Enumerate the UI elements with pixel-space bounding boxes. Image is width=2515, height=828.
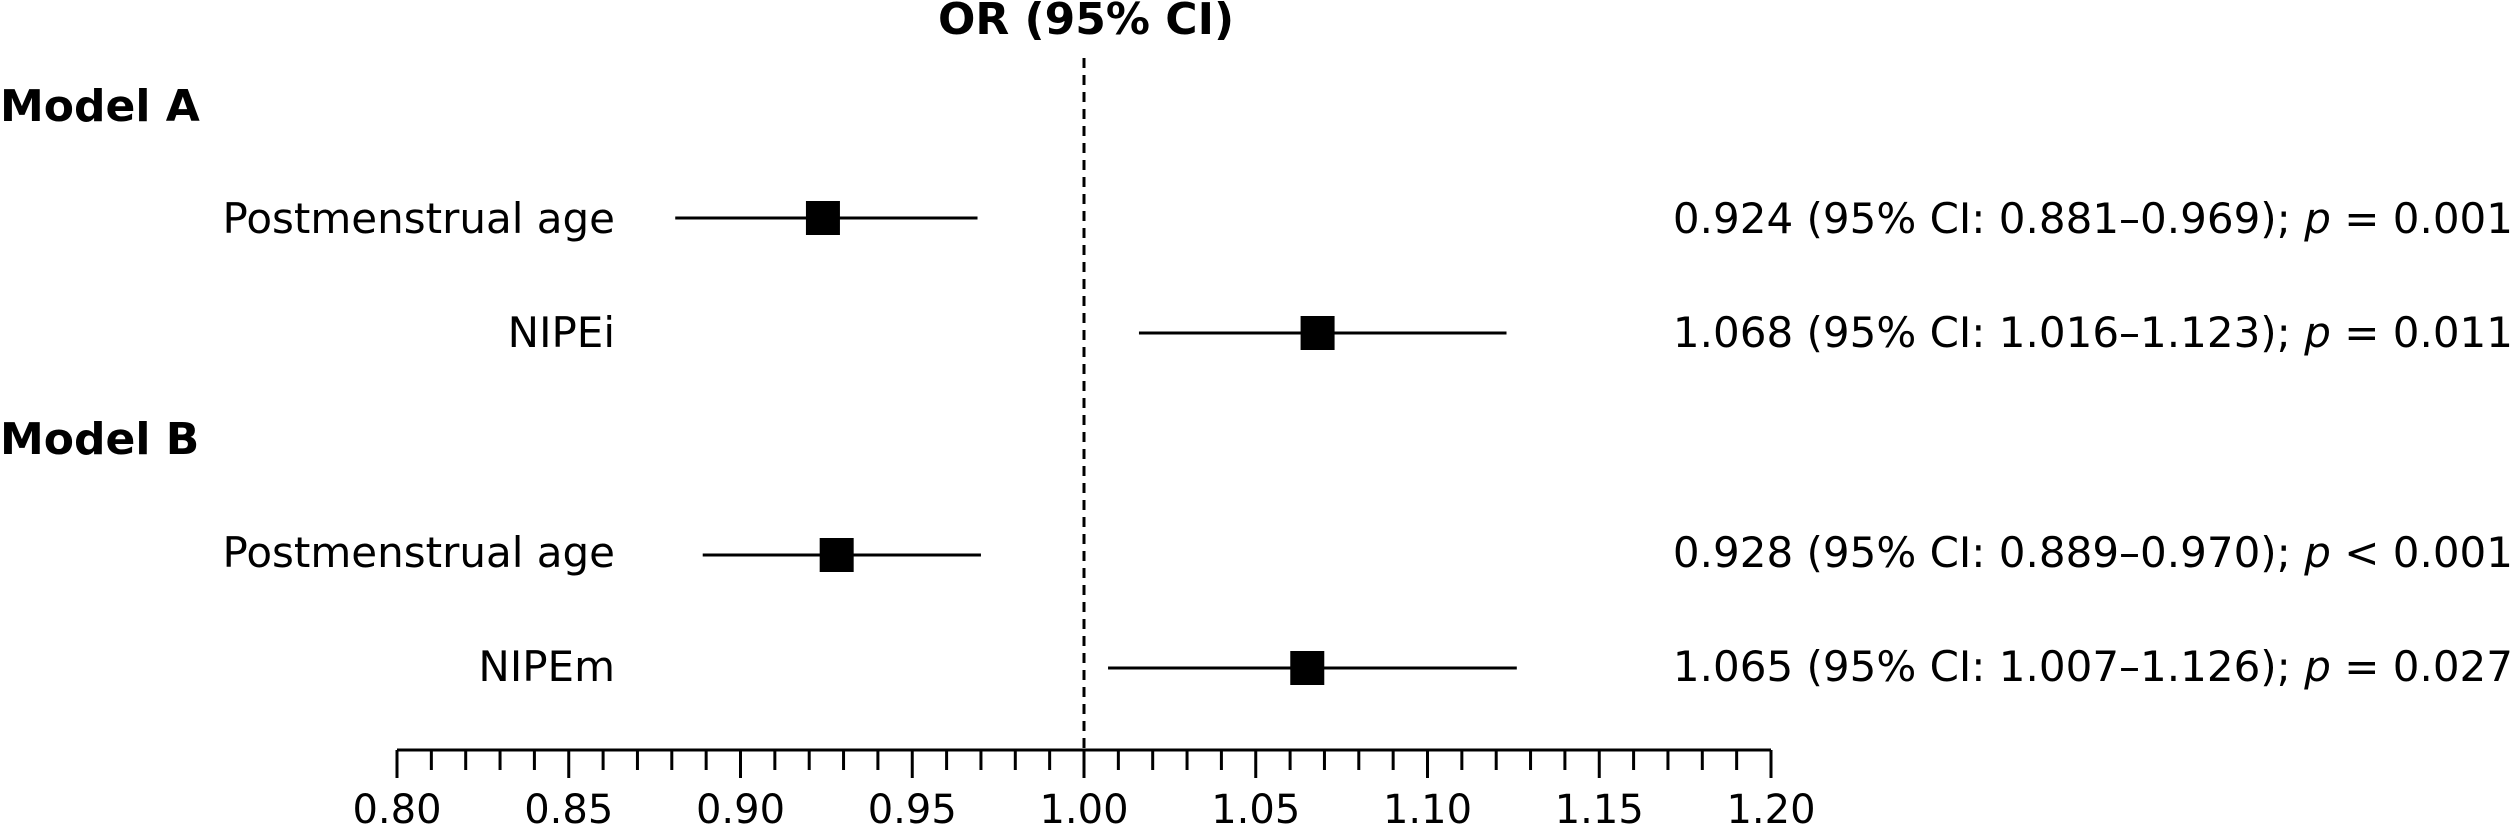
row-label-b-postmenstrual-age: Postmenstrual age [223, 528, 615, 577]
row-label-b-nipem: NIPEm [478, 642, 615, 691]
point-estimate-marker [1290, 651, 1325, 685]
x-tick-label: 1.15 [1555, 787, 1644, 828]
group-label-model-a: Model A [0, 81, 200, 132]
x-tick-label: 1.05 [1211, 787, 1300, 828]
x-tick-label: 1.10 [1383, 787, 1472, 828]
row-label-a-nipei: NIPEi [508, 308, 615, 357]
row-label-a-postmenstrual-age: Postmenstrual age [223, 194, 615, 243]
estimate-text-b-nipem: 1.065 (95% CI: 1.007–1.126); p = 0.027 [1673, 642, 2513, 691]
x-tick-label: 0.95 [868, 787, 957, 828]
group-label-model-b: Model B [0, 414, 199, 465]
chart-title: OR (95% CI) [938, 0, 1234, 45]
x-tick-label: 0.80 [352, 787, 441, 828]
estimate-text-a-nipei: 1.068 (95% CI: 1.016–1.123); p = 0.011 [1673, 308, 2513, 357]
x-tick-label: 0.90 [696, 787, 785, 828]
estimate-text-a-postmenstrual-age: 0.924 (95% CI: 0.881–0.969); p = 0.001 [1673, 194, 2513, 243]
point-estimate-marker [1300, 316, 1335, 350]
x-tick-label: 1.20 [1726, 787, 1815, 828]
point-estimate-marker [805, 201, 840, 235]
point-estimate-marker [819, 538, 854, 572]
x-tick-label: 0.85 [524, 787, 613, 828]
x-tick-label: 1.00 [1039, 787, 1128, 828]
estimate-text-b-postmenstrual-age: 0.928 (95% CI: 0.889–0.970); p < 0.001 [1673, 528, 2513, 577]
chart-marks: 0.80 0.85 0.90 0.95 1.00 1.05 1.10 1.15 1.20 [352, 58, 1816, 828]
